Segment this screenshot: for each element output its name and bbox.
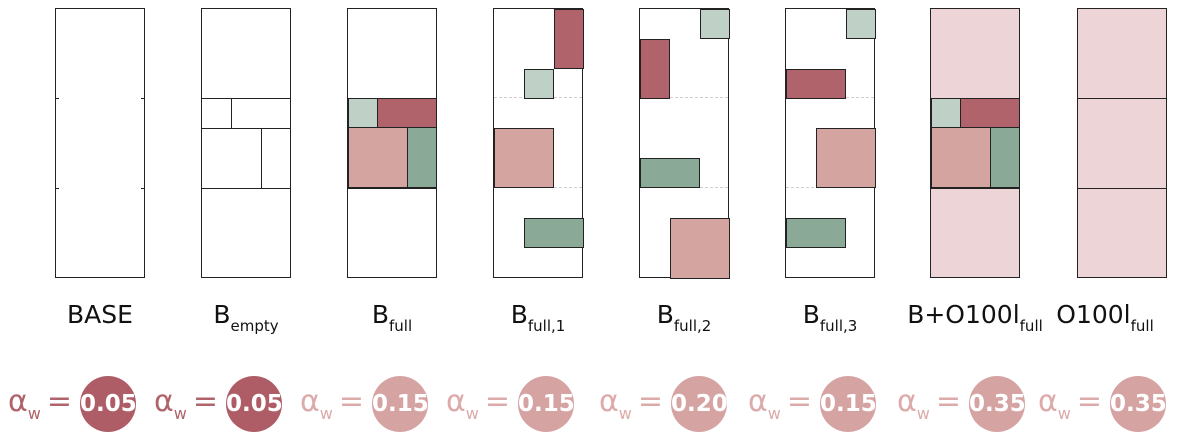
alpha-badge: 0.05 — [80, 376, 137, 432]
block-light-green — [700, 9, 730, 39]
divider-line — [202, 128, 290, 129]
alpha-symbol: αw = — [8, 384, 73, 423]
alpha-badge: 0.15 — [372, 376, 429, 432]
mark-tick — [56, 188, 59, 189]
divider-line — [202, 98, 290, 99]
alpha-symbol: αw = — [154, 384, 219, 423]
block-dark-red — [640, 39, 670, 99]
block-light-red — [670, 218, 730, 279]
divider-line — [202, 188, 290, 189]
mark-tick — [56, 98, 59, 99]
alpha-value-group: αw = 0.20 — [599, 376, 749, 432]
alpha-value-group: αw = 0.05 — [8, 376, 158, 432]
block-dark-red — [960, 98, 1020, 128]
panel-label: B+O100lfull — [907, 300, 1043, 335]
alpha-symbol: αw = — [897, 384, 962, 423]
block-dark-green — [990, 127, 1020, 188]
alpha-value-group: αw = 0.15 — [300, 376, 450, 432]
mark-tick — [141, 188, 144, 189]
block-light-green — [348, 98, 378, 128]
divider-line — [231, 98, 232, 128]
block-light-green — [524, 69, 554, 99]
panel-label: Bfull,3 — [802, 300, 858, 335]
alpha-badge: 0.35 — [969, 376, 1026, 432]
mark-tick — [141, 98, 144, 99]
divider-line — [1078, 98, 1166, 99]
block-dark-green — [524, 218, 584, 248]
dashed-guide — [640, 97, 728, 98]
block-light-red — [494, 128, 554, 188]
block-dark-red — [786, 69, 846, 99]
alpha-badge: 0.35 — [1110, 376, 1167, 432]
divider-line — [348, 188, 436, 189]
alpha-value-group: αw = 0.15 — [748, 376, 898, 432]
panel-label: Bfull,2 — [656, 300, 712, 335]
alpha-value-group: αw = 0.15 — [446, 376, 596, 432]
alpha-value-group: αw = 0.35 — [897, 376, 1047, 432]
alpha-value-group: αw = 0.35 — [1038, 376, 1180, 432]
block-dark-green — [407, 127, 437, 188]
alpha-symbol: αw = — [1038, 384, 1103, 423]
panel-b-full — [347, 8, 437, 278]
panel-b-empty — [201, 8, 291, 278]
divider-line — [1078, 188, 1166, 189]
panel-label: O100lfull — [1056, 300, 1154, 335]
block-light-red — [931, 127, 991, 188]
block-light-green — [846, 9, 876, 39]
block-light-red — [348, 127, 408, 188]
alpha-symbol: αw = — [446, 384, 511, 423]
panel-base — [55, 8, 145, 278]
block-light-red — [816, 128, 876, 188]
divider-line — [261, 128, 262, 188]
block-dark-green — [786, 218, 846, 248]
panel-label: BASE — [67, 300, 133, 329]
alpha-value-group: αw = 0.05 — [154, 376, 304, 432]
panel-label: Bempty — [213, 300, 279, 335]
panel-b-plus-o100l-full — [930, 8, 1020, 278]
panel-label: Bfull — [371, 300, 413, 335]
alpha-badge: 0.05 — [226, 376, 283, 432]
panel-b-full-1 — [493, 8, 584, 278]
alpha-symbol: αw = — [300, 384, 365, 423]
alpha-badge: 0.20 — [671, 376, 728, 432]
alpha-badge: 0.15 — [820, 376, 877, 432]
alpha-symbol: αw = — [748, 384, 813, 423]
divider-line — [931, 188, 1019, 189]
block-light-green — [931, 98, 961, 128]
alpha-symbol: αw = — [599, 384, 664, 423]
panel-b-full-3 — [785, 8, 876, 278]
block-dark-green — [640, 158, 700, 188]
alpha-badge: 0.15 — [518, 376, 575, 432]
block-dark-red — [554, 9, 584, 69]
panel-b-full-2 — [639, 8, 730, 279]
panel-label: Bfull,1 — [510, 300, 566, 335]
panel-o100l-full — [1077, 8, 1167, 278]
block-dark-red — [377, 98, 437, 128]
